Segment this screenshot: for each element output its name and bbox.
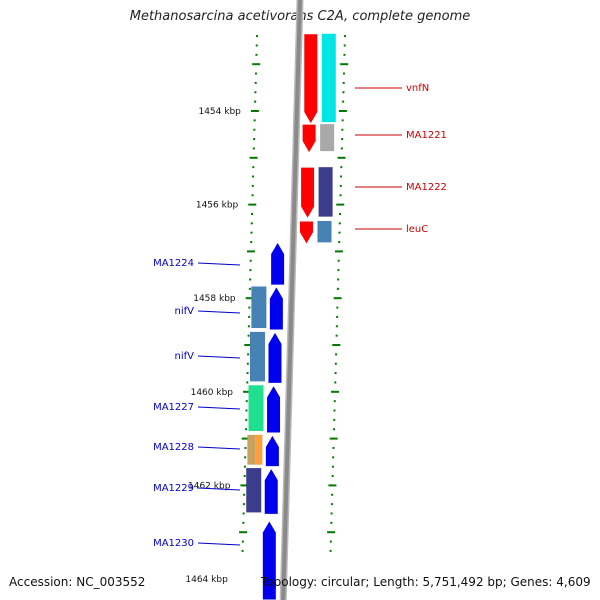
gene-arrow-left — [263, 467, 279, 515]
gene-label: MA1224 — [153, 258, 194, 269]
gene-arrow-left — [270, 241, 286, 286]
gene-arrow-left — [261, 519, 277, 600]
gene-function-block — [249, 331, 265, 382]
scale-tick-label: 1464 kbp — [185, 575, 228, 585]
gene-label: MA1228 — [153, 442, 194, 453]
gene-arrow-left — [267, 330, 283, 384]
gene-label-leader — [197, 262, 241, 266]
gene-arrow-right — [298, 220, 314, 246]
gene-label: MA1221 — [406, 130, 447, 141]
topology-text: Topology: circular; Length: 5,751,492 bp… — [261, 575, 591, 589]
gene-label-leader — [197, 542, 241, 546]
gene-function-block — [251, 286, 267, 329]
gene-arrow-right — [303, 33, 319, 126]
gene-label: leuC — [406, 224, 428, 235]
gene-arrow-right — [300, 166, 316, 220]
gene-label-leader — [197, 406, 241, 410]
scale-tick-label: 1454 kbp — [198, 107, 241, 117]
gene-function-block — [317, 220, 332, 243]
gene-label: MA1222 — [406, 182, 447, 193]
scale-tick-label: 1456 kbp — [196, 201, 239, 211]
scale-tick-label: 1458 kbp — [193, 294, 236, 304]
gene-arrow-right — [301, 123, 317, 155]
gene-function-block — [321, 33, 336, 123]
gene-label: vnfN — [406, 83, 429, 94]
gene-label-leader — [197, 487, 241, 491]
gene-function-block — [247, 434, 256, 465]
gene-arrow-left — [268, 285, 284, 331]
gene-function-block — [248, 385, 264, 431]
gene-function-block — [246, 468, 262, 513]
gene-label: MA1230 — [153, 538, 194, 549]
gene-label-leader — [197, 310, 241, 314]
scale-tick-label: 1460 kbp — [191, 388, 234, 398]
scale-tick-label: 1462 kbp — [188, 481, 231, 491]
gene-label: MA1229 — [153, 483, 194, 494]
gene-arrow-left — [266, 384, 282, 434]
gene-function-block — [320, 124, 335, 152]
backbone-line — [281, 0, 302, 600]
gene-label-leader — [197, 446, 241, 450]
gene-arrow-left — [264, 433, 280, 468]
accession-text: Accession: NC_003552 — [9, 575, 146, 589]
gene-function-block — [255, 434, 263, 465]
gene-label: nifV — [175, 351, 195, 362]
gene-label: MA1227 — [153, 402, 194, 413]
gene-function-block — [318, 167, 333, 217]
gene-label-leader — [197, 355, 241, 359]
gene-label: nifV — [175, 306, 195, 317]
